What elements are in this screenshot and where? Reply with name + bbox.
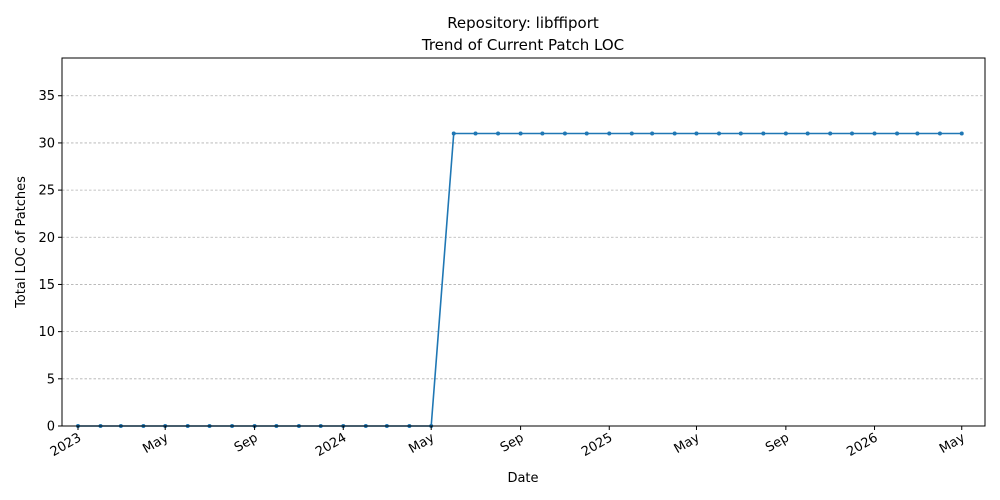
data-point (761, 131, 766, 136)
x-tick-label: May (140, 430, 171, 457)
data-point (629, 131, 634, 136)
data-point (694, 131, 699, 136)
data-point (805, 131, 810, 136)
x-tick-label: Sep (763, 430, 792, 455)
data-point (895, 131, 900, 136)
y-tick-label: 5 (47, 372, 55, 387)
data-point (562, 131, 567, 136)
x-axis-ticks: 2023 May Sep 2024 May Sep 2025 May Sep 2026 May (48, 426, 968, 460)
x-tick-label: 2024 (313, 430, 349, 460)
y-tick-label: 25 (38, 184, 55, 199)
data-point (473, 131, 478, 136)
chart-title: Repository: libffiport (447, 14, 599, 32)
data-point (607, 131, 612, 136)
x-tick-label: 2026 (844, 430, 880, 460)
y-tick-label: 20 (38, 231, 55, 246)
data-point (672, 131, 677, 136)
data-point (937, 131, 942, 136)
data-point (872, 131, 877, 136)
data-point (540, 131, 545, 136)
data-point (584, 131, 589, 136)
y-tick-label: 10 (38, 325, 55, 340)
chart-subtitle: Trend of Current Patch LOC (421, 36, 624, 54)
y-tick-label: 0 (47, 420, 55, 435)
data-point (518, 131, 523, 136)
x-tick-label: May (937, 430, 968, 457)
data-point (783, 131, 788, 136)
series (75, 131, 964, 428)
data-point (451, 131, 456, 136)
y-gridlines (62, 95, 985, 427)
x-tick-label: May (672, 430, 703, 457)
x-axis-label: Date (507, 471, 538, 486)
y-tick-label: 15 (38, 278, 55, 293)
x-tick-label: Sep (232, 430, 261, 455)
series-line (77, 132, 962, 427)
y-tick-label: 35 (38, 89, 55, 104)
x-tick-label: 2023 (48, 430, 84, 460)
y-axis-label: Total LOC of Patches (14, 176, 29, 309)
x-tick-label: Sep (498, 430, 527, 455)
data-point (850, 131, 855, 136)
y-axis-ticks: 0 5 10 15 20 25 30 35 (38, 89, 62, 435)
x-tick-label: 2025 (579, 430, 615, 460)
data-point (828, 131, 833, 136)
data-point (650, 131, 655, 136)
plot-frame (61, 57, 986, 427)
data-point (717, 131, 722, 136)
data-point (959, 131, 964, 136)
x-tick-label: May (406, 430, 437, 457)
data-point (738, 131, 743, 136)
y-tick-label: 30 (38, 136, 55, 151)
data-point (496, 131, 501, 136)
data-point (915, 131, 920, 136)
